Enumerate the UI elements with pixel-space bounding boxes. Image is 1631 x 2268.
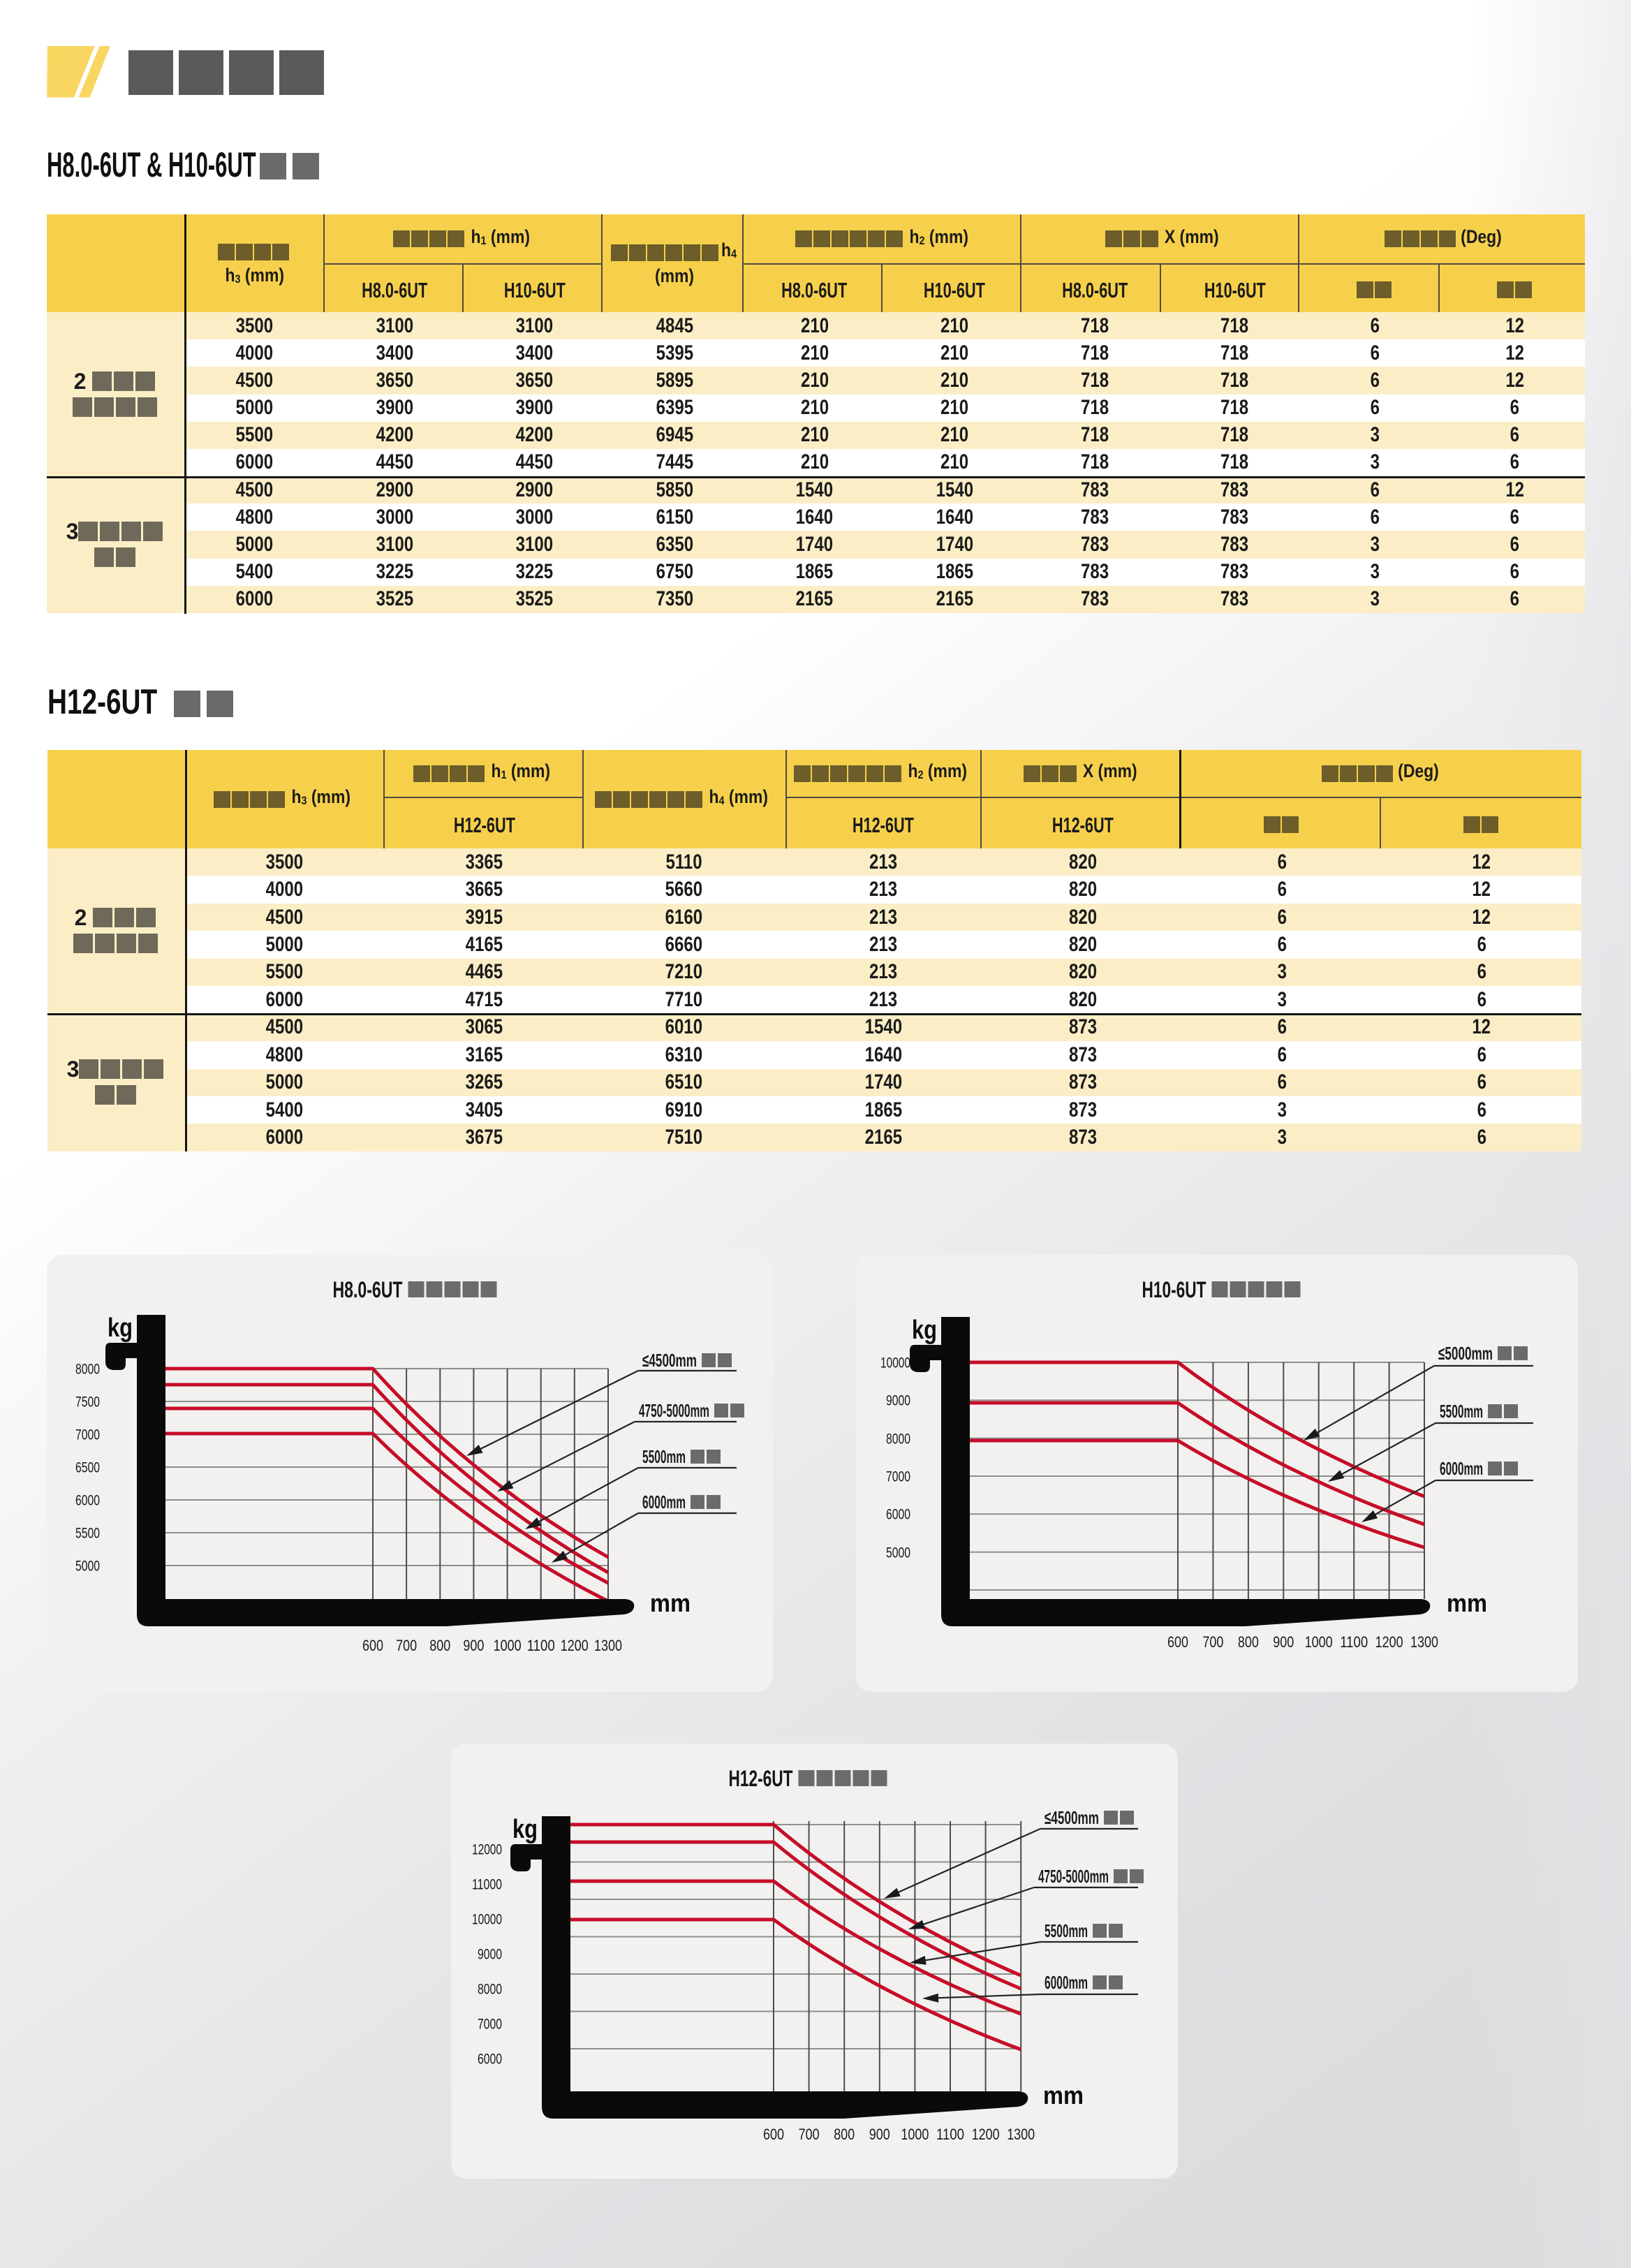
svg-text:1100: 1100 <box>936 2126 964 2143</box>
svg-text:5500: 5500 <box>75 1526 100 1542</box>
svg-text:800: 800 <box>1238 1633 1259 1651</box>
svg-text:kg: kg <box>108 1313 133 1343</box>
svg-text:600: 600 <box>362 1637 383 1654</box>
svg-text:1300: 1300 <box>594 1637 622 1654</box>
svg-text:6000mm: 6000mm <box>1045 1972 1088 1993</box>
svg-text:6000mm: 6000mm <box>642 1492 686 1512</box>
svg-text:7000: 7000 <box>478 2017 502 2033</box>
svg-text:≤5000mm: ≤5000mm <box>1438 1343 1493 1364</box>
svg-text:1300: 1300 <box>1007 2126 1035 2143</box>
svg-text:1100: 1100 <box>1340 1633 1368 1651</box>
svg-text:mm: mm <box>1447 1589 1487 1617</box>
svg-text:1000: 1000 <box>1305 1633 1333 1651</box>
svg-text:H8.0-6UT: H8.0-6UT <box>333 1277 403 1302</box>
svg-text:900: 900 <box>1273 1633 1294 1651</box>
svg-text:8000: 8000 <box>478 1982 502 1998</box>
svg-text:6000: 6000 <box>478 2052 502 2068</box>
svg-text:10000: 10000 <box>472 1912 502 1928</box>
svg-text:6500: 6500 <box>75 1460 100 1476</box>
svg-text:1200: 1200 <box>972 2126 1000 2143</box>
svg-text:600: 600 <box>1167 1633 1188 1651</box>
svg-text:≤4500mm: ≤4500mm <box>642 1350 697 1371</box>
svg-text:5500mm: 5500mm <box>642 1446 686 1467</box>
svg-text:1300: 1300 <box>1410 1633 1438 1651</box>
svg-text:9000: 9000 <box>886 1393 910 1409</box>
svg-text:800: 800 <box>429 1637 450 1654</box>
svg-text:700: 700 <box>799 2126 820 2143</box>
svg-text:1100: 1100 <box>527 1637 555 1654</box>
svg-text:8000: 8000 <box>886 1431 910 1448</box>
svg-text:5000: 5000 <box>75 1559 100 1575</box>
svg-text:7000: 7000 <box>886 1469 910 1485</box>
svg-text:4750-5000mm: 4750-5000mm <box>639 1400 709 1421</box>
svg-text:900: 900 <box>869 2126 890 2143</box>
svg-text:7000: 7000 <box>75 1427 100 1443</box>
svg-text:mm: mm <box>650 1589 691 1617</box>
svg-text:7500: 7500 <box>75 1394 100 1411</box>
svg-text:800: 800 <box>834 2126 855 2143</box>
svg-text:1000: 1000 <box>494 1637 522 1654</box>
svg-text:4750-5000mm: 4750-5000mm <box>1038 1866 1109 1887</box>
svg-text:10000: 10000 <box>880 1355 910 1371</box>
svg-text:700: 700 <box>1202 1633 1223 1651</box>
svg-text:6000mm: 6000mm <box>1440 1458 1483 1479</box>
svg-text:8000: 8000 <box>75 1362 100 1378</box>
svg-text:12000: 12000 <box>472 1842 502 1858</box>
svg-text:H12-6UT: H12-6UT <box>729 1766 793 1791</box>
svg-text:kg: kg <box>912 1316 937 1345</box>
svg-text:1000: 1000 <box>901 2126 929 2143</box>
svg-text:900: 900 <box>463 1637 484 1654</box>
svg-text:≤4500mm: ≤4500mm <box>1045 1807 1099 1828</box>
svg-text:5500mm: 5500mm <box>1045 1920 1088 1941</box>
svg-text:1200: 1200 <box>561 1637 589 1654</box>
svg-text:6000: 6000 <box>886 1507 910 1523</box>
svg-text:9000: 9000 <box>478 1947 502 1963</box>
svg-text:700: 700 <box>396 1637 417 1654</box>
svg-text:kg: kg <box>512 1815 538 1844</box>
svg-text:5500mm: 5500mm <box>1440 1401 1483 1422</box>
svg-text:H10-6UT: H10-6UT <box>1142 1277 1206 1302</box>
svg-text:600: 600 <box>763 2126 784 2143</box>
svg-text:1200: 1200 <box>1375 1633 1403 1651</box>
svg-text:5000: 5000 <box>886 1545 910 1561</box>
svg-text:6000: 6000 <box>75 1493 100 1509</box>
svg-text:11000: 11000 <box>472 1877 502 1893</box>
svg-text:mm: mm <box>1043 2081 1084 2109</box>
